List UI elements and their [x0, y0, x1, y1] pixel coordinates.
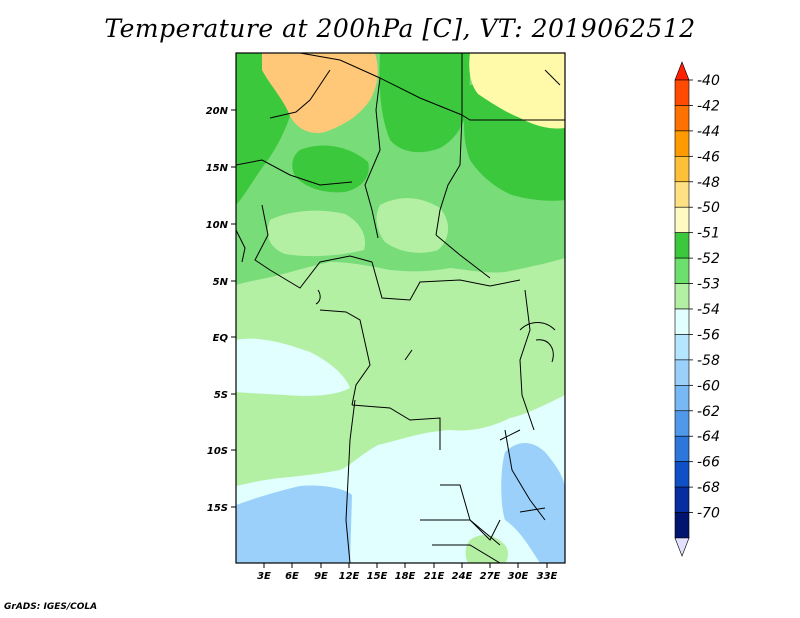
colorbar-swatch: [674, 181, 690, 208]
colorbar-swatch: [674, 461, 690, 488]
lon-label-15e: 15E: [367, 571, 388, 582]
colorbar-swatch: [674, 308, 690, 335]
temperature-field: [236, 53, 565, 563]
lat-label-20n: 20N: [206, 106, 229, 117]
lon-label-24e: 24E: [452, 571, 473, 582]
colorbar-label: -52: [697, 251, 720, 267]
grads-credit: GrADS: IGES/COLA: [4, 602, 98, 612]
colorbar-swatch: [674, 410, 690, 437]
colorbar-swatch: [674, 79, 690, 106]
colorbar: -40 -42 -44 -46 -48 -50 -51 -52 -53 -54 -56 -58 -60 -…: [674, 61, 720, 557]
lat-label-10s: 10S: [207, 446, 228, 457]
lat-label-15s: 15S: [207, 503, 228, 514]
colorbar-label: -64: [697, 429, 720, 445]
colorbar-label: -50: [697, 200, 720, 216]
latitude-axis: 20N 15N 10N 5N EQ 5S 10S 15S: [206, 106, 236, 514]
lon-label-9e: 9E: [314, 571, 328, 582]
colorbar-label: -53: [697, 277, 720, 293]
colorbar-label: -66: [697, 455, 720, 471]
colorbar-swatch: [674, 435, 690, 462]
cyan-region-west: [236, 338, 350, 396]
lat-label-10n: 10N: [206, 220, 229, 231]
lat-label-eq: EQ: [213, 333, 229, 344]
lon-label-3e: 3E: [257, 571, 271, 582]
colorbar-swatch: [674, 206, 690, 233]
colorbar-label: -40: [697, 73, 720, 89]
colorbar-cap-bottom: [674, 537, 690, 557]
colorbar-label: -60: [697, 378, 720, 394]
longitude-axis: 3E 6E 9E 12E 15E 18E 21E 24E 27E 30E 33E: [257, 563, 558, 582]
map-frame: [235, 52, 566, 564]
country-borders: [236, 53, 565, 563]
lon-label-27e: 27E: [480, 571, 501, 582]
lon-label-30e: 30E: [508, 571, 529, 582]
lat-label-5n: 5N: [213, 277, 229, 288]
colorbar-label: -56: [697, 327, 720, 343]
lon-label-18e: 18E: [395, 571, 416, 582]
warm-region-yellow: [469, 53, 565, 129]
colorbar-swatch: [674, 486, 690, 513]
colorbar-label: -42: [697, 98, 720, 114]
blue-region-southwest: [236, 485, 352, 563]
colorbar-swatch: [674, 512, 690, 539]
colorbar-label: -58: [697, 353, 720, 369]
colorbar-label: -54: [697, 302, 720, 318]
dark-green-region-north: [379, 53, 470, 153]
lat-label-5s: 5S: [214, 390, 228, 401]
light-green-pocket-central: [376, 198, 449, 253]
light-green-pocket-north: [267, 210, 366, 257]
colorbar-swatch: [674, 334, 690, 361]
colorbar-label: -48: [697, 175, 720, 191]
colorbar-label: -62: [697, 404, 720, 420]
colorbar-swatch: [674, 156, 690, 183]
colorbar-swatch: [674, 385, 690, 412]
colorbar-label: -51: [697, 226, 720, 242]
lon-label-21e: 21E: [424, 571, 445, 582]
colorbar-label: -44: [697, 124, 720, 140]
colorbar-swatch: [674, 257, 690, 284]
lon-label-12e: 12E: [339, 571, 360, 582]
lon-label-33e: 33E: [537, 571, 558, 582]
colorbar-swatch: [674, 283, 690, 310]
colorbar-label: -46: [697, 149, 720, 165]
colorbar-label: -70: [697, 506, 720, 522]
colorbar-swatch: [674, 105, 690, 132]
colorbar-cap-top: [674, 61, 690, 81]
colorbar-swatch: [674, 359, 690, 386]
colorbar-swatch: [674, 130, 690, 157]
colorbar-swatch: [674, 232, 690, 259]
green-region-south: [465, 535, 509, 563]
blue-region-southeast: [501, 443, 565, 563]
lat-label-15n: 15N: [206, 163, 229, 174]
lon-label-6e: 6E: [285, 571, 299, 582]
dark-green-region-center-north: [292, 145, 369, 193]
colorbar-label: -68: [697, 480, 720, 496]
chart-title: Temperature at 200hPa [C], VT: 201906251…: [104, 14, 696, 43]
